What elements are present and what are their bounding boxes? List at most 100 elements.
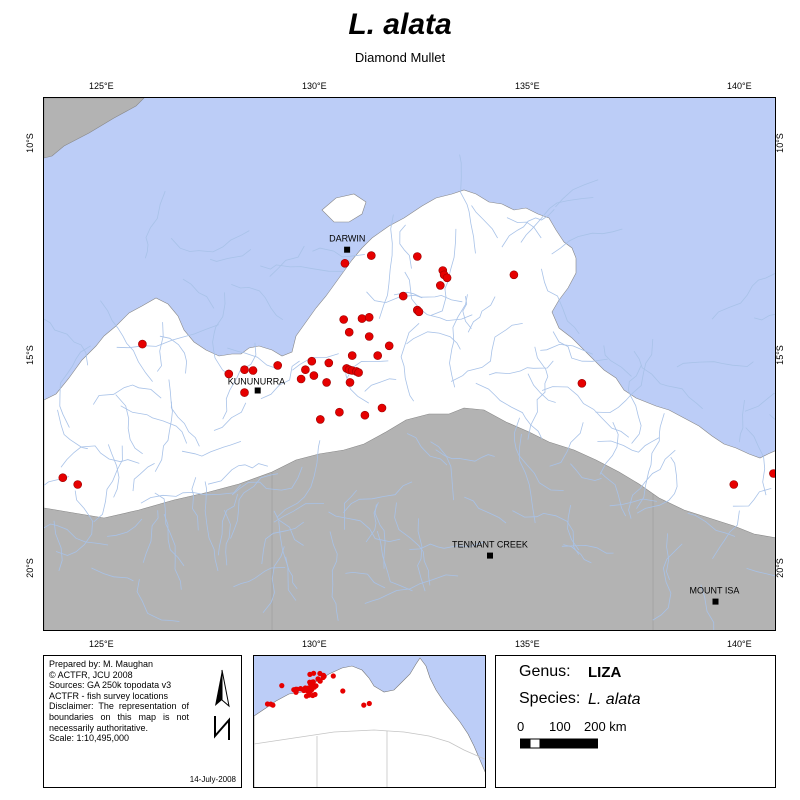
river-line <box>527 346 549 440</box>
river-line <box>116 324 219 349</box>
survey-point[interactable] <box>73 480 83 489</box>
survey-point[interactable] <box>577 378 587 388</box>
survey-point[interactable] <box>357 314 367 323</box>
river-line <box>417 518 426 592</box>
survey-point[interactable] <box>769 469 776 478</box>
survey-point[interactable] <box>360 410 370 420</box>
scale-bar <box>520 738 598 749</box>
river-line <box>597 437 660 453</box>
river-line <box>209 248 252 262</box>
lon-tick-bottom: 135°E <box>515 639 540 649</box>
survey-point[interactable] <box>347 351 357 360</box>
survey-point[interactable] <box>398 291 408 301</box>
river-line <box>552 331 608 362</box>
lat-tick-right: 15°S <box>774 345 785 365</box>
river-line <box>213 402 247 431</box>
river-line <box>430 228 457 316</box>
survey-point[interactable] <box>273 361 282 370</box>
inset-survey-points <box>264 670 372 708</box>
river-line <box>603 345 632 377</box>
river-line <box>551 228 623 255</box>
survey-point[interactable] <box>373 351 383 360</box>
survey-point[interactable] <box>384 341 394 351</box>
lon-tick-bottom: 130°E <box>302 639 327 649</box>
river-line <box>711 273 775 320</box>
survey-point[interactable] <box>339 315 349 324</box>
inset-survey-point <box>303 693 310 699</box>
river-line <box>343 481 413 513</box>
survey-point[interactable] <box>366 251 376 260</box>
scale-ratio: Scale: 1:10,495,000 <box>49 733 130 744</box>
lat-tick-left: 20°S <box>24 558 35 578</box>
river-line <box>261 521 305 565</box>
prepared-by: Prepared by: M. Maughan <box>49 659 154 669</box>
inset-survey-point <box>293 689 299 695</box>
inset-map[interactable] <box>253 655 486 788</box>
survey-point[interactable] <box>345 378 355 387</box>
credits-panel: Prepared by: M. Maughan © ACTFR, JCU 200… <box>43 655 242 788</box>
survey-point[interactable] <box>307 356 317 366</box>
river-line <box>376 530 413 592</box>
river-line <box>312 247 365 258</box>
river-line <box>464 496 507 524</box>
river-line <box>142 510 159 563</box>
survey-point[interactable] <box>138 339 147 349</box>
river-line <box>107 518 143 537</box>
river-line <box>269 245 305 277</box>
river-line <box>700 584 715 630</box>
river-line <box>120 405 188 444</box>
survey-point[interactable] <box>58 473 68 483</box>
survey-point[interactable] <box>309 371 319 380</box>
survey-point[interactable] <box>248 366 258 375</box>
river-line <box>399 224 412 269</box>
survey-point[interactable] <box>322 378 331 387</box>
survey-point[interactable] <box>412 252 422 261</box>
survey-point[interactable] <box>442 273 452 283</box>
river-line <box>154 492 182 590</box>
main-map[interactable]: DARWIN KUNUNURRA TENNANT CREEK MOUNT ISA <box>43 97 776 631</box>
river-line <box>273 510 304 546</box>
river-line <box>140 484 242 504</box>
survey-point[interactable] <box>364 313 374 322</box>
inset-survey-point <box>317 678 323 684</box>
survey-point[interactable] <box>224 369 234 379</box>
survey-point[interactable] <box>377 403 387 413</box>
river-line <box>366 291 423 304</box>
river-line <box>44 523 109 546</box>
survey-point[interactable] <box>315 415 325 424</box>
survey-point[interactable] <box>324 358 334 368</box>
river-line <box>230 473 279 539</box>
inset-survey-point <box>313 683 319 689</box>
river-line <box>527 373 556 403</box>
river-line <box>501 209 555 248</box>
inset-survey-point <box>311 670 317 676</box>
survey-point[interactable] <box>729 480 739 489</box>
survey-point[interactable] <box>509 270 519 280</box>
river-line <box>217 493 239 556</box>
river-line <box>769 414 775 420</box>
town-marker <box>344 246 351 253</box>
survey-point[interactable] <box>414 307 424 317</box>
river-line <box>273 503 325 523</box>
survey-point[interactable] <box>240 365 249 375</box>
survey-point[interactable] <box>335 407 344 417</box>
survey-point[interactable] <box>296 374 306 384</box>
river-line <box>540 343 593 355</box>
survey-point[interactable] <box>435 281 445 290</box>
survey-point[interactable] <box>354 368 363 377</box>
river-line <box>406 331 461 350</box>
river-line <box>231 284 284 321</box>
river-line <box>744 392 775 412</box>
lon-tick-top: 135°E <box>515 81 540 91</box>
river-network <box>44 154 775 630</box>
survey-point[interactable] <box>301 365 310 375</box>
river-line <box>44 318 89 366</box>
survey-point[interactable] <box>240 388 249 397</box>
river-line <box>652 543 683 621</box>
river-line <box>276 440 321 518</box>
survey-point[interactable] <box>344 327 354 337</box>
credits-text: Prepared by: M. Maughan © ACTFR, JCU 200… <box>49 659 189 744</box>
survey-point[interactable] <box>340 259 350 268</box>
river-line <box>459 154 476 254</box>
survey-point[interactable] <box>364 332 374 341</box>
